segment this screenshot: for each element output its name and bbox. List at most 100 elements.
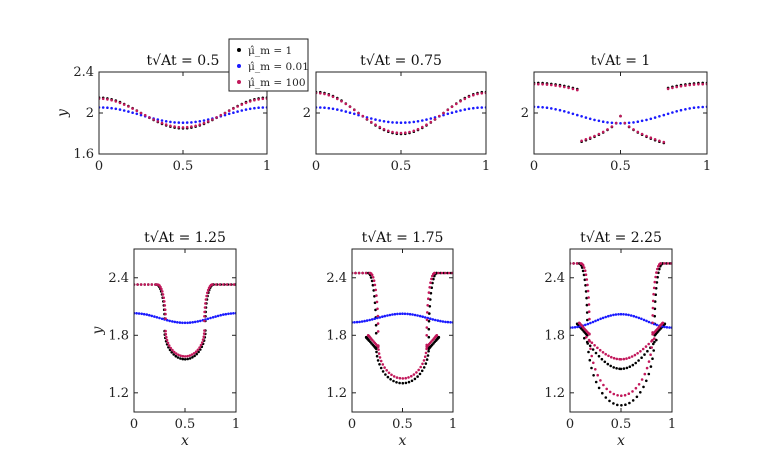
data-point bbox=[610, 355, 613, 359]
data-point bbox=[537, 82, 540, 86]
data-point bbox=[619, 114, 622, 118]
y-tick-label: 1.2 bbox=[326, 386, 347, 401]
data-point bbox=[586, 342, 589, 345]
data-point bbox=[427, 291, 431, 294]
data-point bbox=[601, 316, 605, 320]
data-point bbox=[408, 130, 411, 134]
data-point bbox=[218, 283, 221, 286]
data-point bbox=[612, 313, 615, 317]
data-point bbox=[211, 316, 215, 319]
data-point bbox=[646, 349, 649, 353]
data-point bbox=[563, 110, 566, 113]
data-point bbox=[581, 263, 585, 267]
data-point bbox=[354, 271, 357, 275]
data-point bbox=[388, 313, 392, 317]
data-point bbox=[161, 293, 165, 296]
data-point bbox=[649, 136, 653, 139]
data-point bbox=[601, 120, 605, 123]
data-point bbox=[214, 315, 217, 318]
data-point bbox=[407, 376, 410, 379]
data-point bbox=[432, 337, 436, 340]
data-point bbox=[594, 380, 598, 384]
data-point bbox=[376, 330, 380, 333]
data-point bbox=[612, 356, 616, 360]
data-point bbox=[593, 118, 596, 122]
data-point bbox=[327, 93, 331, 97]
data-point bbox=[181, 321, 184, 325]
data-point bbox=[383, 366, 386, 369]
x-tick-label: 0.5 bbox=[611, 417, 632, 432]
data-point bbox=[416, 127, 420, 131]
data-point bbox=[323, 92, 326, 96]
data-point bbox=[257, 98, 260, 101]
data-point bbox=[589, 347, 592, 351]
data-point bbox=[585, 296, 588, 300]
data-point bbox=[114, 107, 118, 111]
panel-title: t√At = 1.25 bbox=[144, 230, 226, 246]
data-point bbox=[412, 120, 416, 124]
data-point bbox=[636, 352, 639, 355]
data-point bbox=[165, 335, 168, 339]
data-point bbox=[432, 277, 435, 281]
data-point bbox=[651, 299, 655, 303]
data-point bbox=[622, 313, 625, 316]
data-point bbox=[395, 121, 399, 124]
data-point bbox=[319, 92, 322, 95]
data-point bbox=[663, 262, 666, 265]
data-point bbox=[631, 399, 635, 402]
data-point bbox=[588, 340, 591, 343]
data-point bbox=[684, 108, 687, 111]
data-point bbox=[372, 279, 376, 283]
data-point bbox=[653, 280, 657, 284]
data-point bbox=[379, 359, 383, 363]
data-point bbox=[634, 361, 637, 365]
data-point bbox=[153, 315, 156, 318]
data-point bbox=[628, 356, 631, 360]
data-point bbox=[378, 316, 382, 319]
data-point bbox=[585, 311, 589, 314]
data-point bbox=[476, 92, 479, 96]
data-point bbox=[438, 114, 441, 118]
data-point bbox=[615, 357, 619, 361]
data-point bbox=[170, 351, 173, 354]
data-point bbox=[598, 348, 602, 352]
data-point bbox=[203, 319, 206, 323]
x-tick-label: 0 bbox=[530, 159, 538, 174]
data-point bbox=[422, 366, 426, 369]
data-point bbox=[183, 358, 187, 361]
data-point bbox=[383, 314, 387, 318]
data-point bbox=[188, 357, 192, 360]
data-point bbox=[173, 320, 177, 324]
data-point bbox=[375, 294, 378, 297]
data-point bbox=[401, 312, 404, 316]
data-point bbox=[369, 276, 373, 279]
data-point bbox=[637, 383, 641, 386]
data-point bbox=[135, 112, 139, 116]
data-point bbox=[391, 130, 394, 134]
data-point bbox=[179, 357, 182, 360]
data-point bbox=[395, 376, 399, 379]
data-point bbox=[236, 105, 239, 108]
data-point bbox=[203, 306, 207, 309]
data-point bbox=[375, 300, 379, 304]
data-point bbox=[425, 358, 429, 361]
data-point bbox=[588, 117, 592, 121]
data-point bbox=[609, 314, 613, 317]
data-point bbox=[658, 324, 662, 328]
legend-marker bbox=[237, 48, 241, 52]
data-point bbox=[604, 315, 607, 319]
data-point bbox=[198, 120, 202, 123]
data-point bbox=[645, 134, 648, 138]
data-point bbox=[348, 111, 352, 114]
data-point bbox=[401, 381, 405, 385]
data-point bbox=[152, 118, 155, 121]
data-point bbox=[429, 120, 433, 124]
data-point bbox=[340, 109, 343, 112]
data-point bbox=[219, 313, 222, 317]
data-point bbox=[599, 317, 602, 321]
data-point bbox=[382, 127, 386, 131]
data-point bbox=[357, 113, 360, 117]
data-point bbox=[554, 84, 557, 87]
data-point bbox=[421, 315, 425, 319]
data-point bbox=[597, 354, 601, 358]
